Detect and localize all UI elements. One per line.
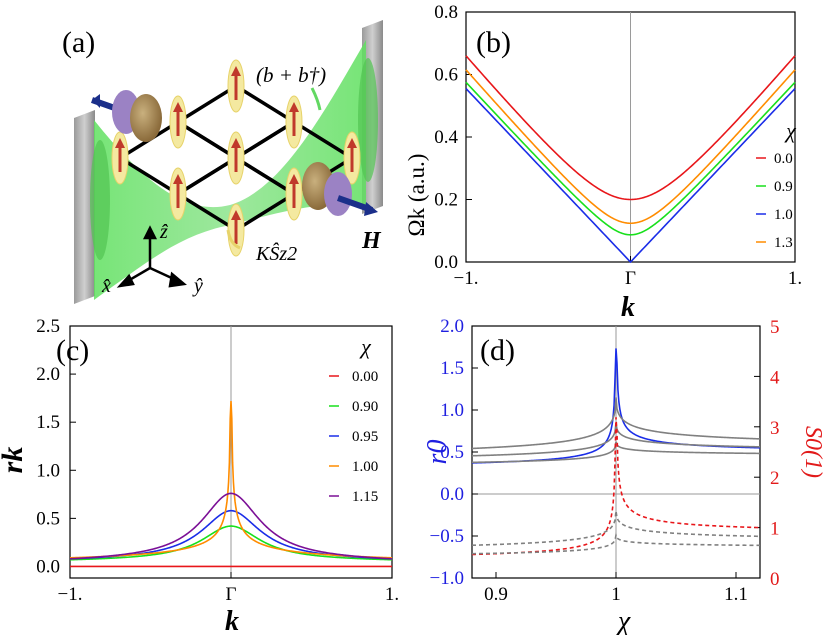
panel-d-series-line <box>471 510 761 547</box>
panel-c-ytick-label: 2.0 <box>36 364 60 385</box>
panel-c-legend-label: 0.95 <box>352 429 378 445</box>
panel-d-ytick-right-label: 4 <box>770 367 780 388</box>
panel-d-ytick-label: 0.5 <box>440 442 464 463</box>
panel-c-ytick-label: 2.5 <box>36 316 60 337</box>
panel-d-xtick-label: 1 <box>611 584 621 605</box>
panel-b-ytick-label: 0.8 <box>434 2 458 23</box>
panel-d-ytick-right-label: 3 <box>770 418 780 439</box>
panel-d-xtick-label: 0.9 <box>484 584 508 605</box>
panel-d-xtick-label: 1.1 <box>724 584 748 605</box>
panel-c-legend-label: 1.15 <box>352 489 378 505</box>
panel-d-ylabel-left: r0 <box>422 440 453 465</box>
left-beam-waist <box>90 140 110 260</box>
panel-b-axes: 0.0 0.2 0.4 0.6 0.8 −1. Γ 1. <box>434 2 802 289</box>
panel-c-legend-title: χ <box>359 334 372 359</box>
panel-d-ytick-label: 2.0 <box>440 316 464 337</box>
panel-b-legend-label: 0.9 <box>774 179 793 195</box>
panel-d-ytick-right-label: 0 <box>770 569 780 590</box>
panel-d-ytick-label: −1.0 <box>430 568 464 589</box>
panel-b-xtick-label: −1. <box>454 268 479 289</box>
panel-d-ytick-right-label: 2 <box>770 468 780 489</box>
z-axis-label: ẑ <box>159 221 168 243</box>
panel-d-series-line <box>471 417 761 556</box>
panel-b-series-line <box>465 69 796 225</box>
panel-c-ytick-label: 0.5 <box>36 508 60 529</box>
panel-c-series-line <box>69 401 393 559</box>
panel-b-ytick-label: 0.0 <box>434 252 458 273</box>
panel-d-ytick-label: 1.5 <box>440 358 464 379</box>
panel-c-xtick-label: Γ <box>226 584 237 605</box>
panel-c-xtick-label: 1. <box>385 584 399 605</box>
panel-b-label: (b) <box>476 26 511 59</box>
panel-c-legend: 0.00 0.90 0.95 1.00 1.15 <box>329 369 378 505</box>
panel-c-squeezing: (c) 0.0 0.5 1.0 1.5 2.0 2.5 −1. Γ 1. rk k χ 0.00… <box>0 316 399 635</box>
right-beam-waist <box>358 58 378 182</box>
panel-d-ytick-right-label: 1 <box>770 519 780 540</box>
cavity-field-pointer <box>310 87 322 111</box>
panel-b-ytick-label: 0.6 <box>434 65 458 86</box>
panel-d-xlabel: χ <box>615 606 631 635</box>
right-magnet <box>302 162 378 216</box>
panel-c-series-line <box>69 492 393 560</box>
cavity-beam <box>94 40 366 300</box>
anisotropy-label: KŜz2 <box>255 241 297 265</box>
panel-a-label: (a) <box>62 26 95 59</box>
panel-c-series-line <box>69 525 393 561</box>
panel-d-label: (d) <box>480 334 515 367</box>
panel-d-ytick-label: 1.0 <box>440 400 464 421</box>
panel-b-legend-title: χ <box>784 118 797 143</box>
panel-d-ytick-right-label: 5 <box>770 317 780 338</box>
panel-c-label: (c) <box>56 334 89 367</box>
panel-c-series <box>69 401 393 568</box>
panel-d-ytick-label: −0.5 <box>430 526 464 547</box>
panel-b-xtick-label: Γ <box>625 268 636 289</box>
panel-d-series <box>471 348 761 556</box>
anisotropy-pointer <box>226 229 241 250</box>
panel-c-ytick-label: 0.0 <box>36 556 60 577</box>
panel-b-dispersion: (b) 0.00.20.40.60.8−1. Γ 1. Ωk (a.u.) k χ … <box>404 2 802 323</box>
panel-b-ylabel: Ωk (a.u.) <box>404 154 429 237</box>
panel-b-series-line <box>465 81 796 236</box>
panel-d-series-line <box>471 441 761 464</box>
panel-b-series-line <box>465 88 796 264</box>
panel-a-schematic: (a) <box>62 20 383 304</box>
panel-d-series-line <box>471 532 761 555</box>
coord-axes <box>116 225 187 288</box>
panel-c-ytick-label: 1.5 <box>36 412 60 433</box>
panel-b-series-line <box>465 55 796 201</box>
panel-d-series-line <box>471 397 761 450</box>
y-axis-label: ŷ <box>192 275 203 297</box>
panel-b-legend-label: 1.3 <box>774 235 793 251</box>
panel-b-xlabel: k <box>621 292 635 323</box>
panel-c-legend-label: 1.00 <box>352 459 378 475</box>
panel-c-legend-label: 0.90 <box>352 399 378 415</box>
panel-b-legend-label: 1.0 <box>774 207 793 223</box>
panel-b-legend-label: 0.0 <box>774 151 793 167</box>
panel-d-ylabel-right: S0(1) <box>800 426 826 478</box>
left-mirror <box>74 110 95 304</box>
panel-c-xtick-label: −1. <box>58 584 83 605</box>
panel-b-legend: 0.0 0.9 1.0 1.3 <box>756 151 793 251</box>
panel-d-chi: (d) −1.0 −0.5 0.0 0.5 1.0 1.5 2.0 0 1 2 3 4 5 0.9 1 1.1… <box>422 316 826 635</box>
panel-c-ylabel: rk <box>0 447 29 474</box>
x-axis-label: x̂ <box>101 275 111 297</box>
panel-c-ytick-label: 1.0 <box>36 460 60 481</box>
panel-c-legend-label: 0.00 <box>352 369 378 385</box>
left-magnet <box>91 90 162 142</box>
cavity-field-label: (b + b†) <box>256 63 326 87</box>
panel-d-axes: −1.0 −0.5 0.0 0.5 1.0 1.5 2.0 0 1 2 3 4 5 0.9 1 1.1 <box>430 316 780 605</box>
panel-c-axes: 0.0 0.5 1.0 1.5 2.0 2.5 −1. Γ 1. <box>36 316 399 605</box>
panel-b-series <box>465 55 796 264</box>
panel-c-xlabel: k <box>225 606 239 635</box>
panel-b-xtick-label: 1. <box>788 268 802 289</box>
panel-b-ytick-label: 0.2 <box>434 190 458 211</box>
field-H-label: H <box>361 228 382 254</box>
panel-b-ytick-label: 0.4 <box>434 127 458 148</box>
panel-d-ytick-label: 0.0 <box>440 484 464 505</box>
